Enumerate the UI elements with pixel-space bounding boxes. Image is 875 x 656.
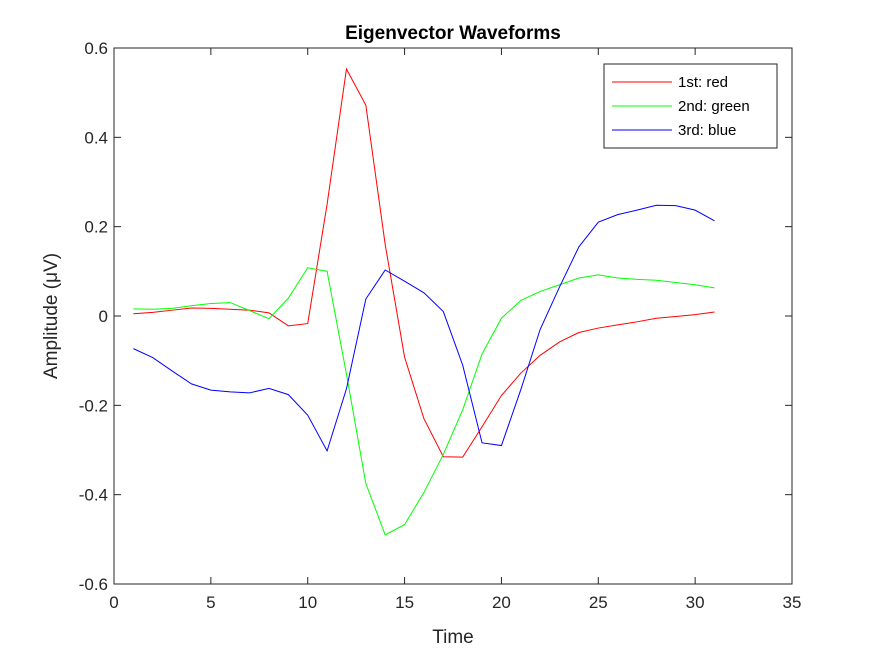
y-tick-label: 0 <box>99 307 108 326</box>
x-tick-label: 25 <box>589 593 608 612</box>
legend: 1st: red 2nd: green 3rd: blue <box>603 63 778 149</box>
legend-entry-series-1: 1st: red <box>678 74 728 91</box>
y-tick-label: -0.2 <box>79 396 108 415</box>
x-tick-label: 0 <box>109 593 118 612</box>
y-tick-label: 0.2 <box>84 218 108 237</box>
x-tick-label: 5 <box>206 593 215 612</box>
y-axis-label: Amplitude (μV) <box>41 253 62 379</box>
x-tick-label: 20 <box>492 593 511 612</box>
x-axis-label: Time <box>432 627 474 648</box>
y-tick-label: 0.6 <box>84 39 108 58</box>
y-tick-label: -0.6 <box>79 575 108 594</box>
series-line-3 <box>133 204 715 453</box>
x-tick-label: 35 <box>783 593 802 612</box>
series-line-1 <box>133 67 715 458</box>
chart-title: Eigenvector Waveforms <box>345 23 561 44</box>
y-tick-label: 0.4 <box>84 128 108 147</box>
x-tick-label: 30 <box>686 593 705 612</box>
legend-entry-series-3: 3rd: blue <box>678 122 736 139</box>
legend-entry-series-2: 2nd: green <box>678 98 750 115</box>
ticks-layer: 0 5 10 15 20 25 30 35 -0.6 -0.4 -0.2 0 0.2 0.4 0.6 <box>79 39 802 612</box>
series-layer <box>133 67 715 536</box>
y-tick-label: -0.4 <box>79 486 108 505</box>
x-tick-label: 10 <box>298 593 317 612</box>
series-line-2 <box>133 267 715 536</box>
x-tick-label: 15 <box>395 593 414 612</box>
